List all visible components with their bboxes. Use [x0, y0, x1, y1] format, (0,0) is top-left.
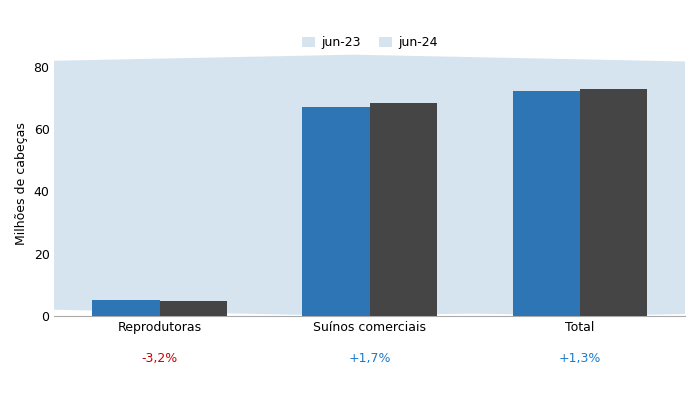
Text: +1,3%: +1,3% [559, 352, 601, 365]
Polygon shape [0, 55, 700, 316]
Y-axis label: Milhões de cabeças: Milhões de cabeças [15, 122, 28, 245]
Text: 3: 3 [570, 178, 610, 236]
Bar [160, 301, 227, 316]
Text: +1,7%: +1,7% [349, 352, 391, 365]
Text: 3: 3 [328, 151, 378, 220]
Bar [370, 104, 437, 316]
Legend: jun-23, jun-24: jun-23, jun-24 [297, 31, 442, 54]
Polygon shape [0, 98, 700, 316]
Bar [512, 91, 580, 316]
Text: -3,2%: -3,2% [141, 352, 178, 365]
Bar [92, 300, 160, 316]
Bar [302, 107, 370, 316]
Bar [580, 88, 648, 316]
